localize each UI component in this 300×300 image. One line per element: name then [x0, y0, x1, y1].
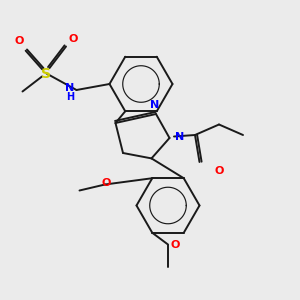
Text: S: S [41, 67, 52, 80]
Text: H: H [67, 92, 75, 102]
Text: O: O [14, 36, 23, 46]
Text: N: N [65, 83, 75, 93]
Text: O: O [102, 178, 111, 188]
Text: O: O [68, 34, 78, 44]
Text: O: O [214, 166, 224, 176]
Text: N: N [150, 100, 159, 110]
Text: O: O [171, 239, 180, 250]
Text: N: N [175, 132, 184, 142]
